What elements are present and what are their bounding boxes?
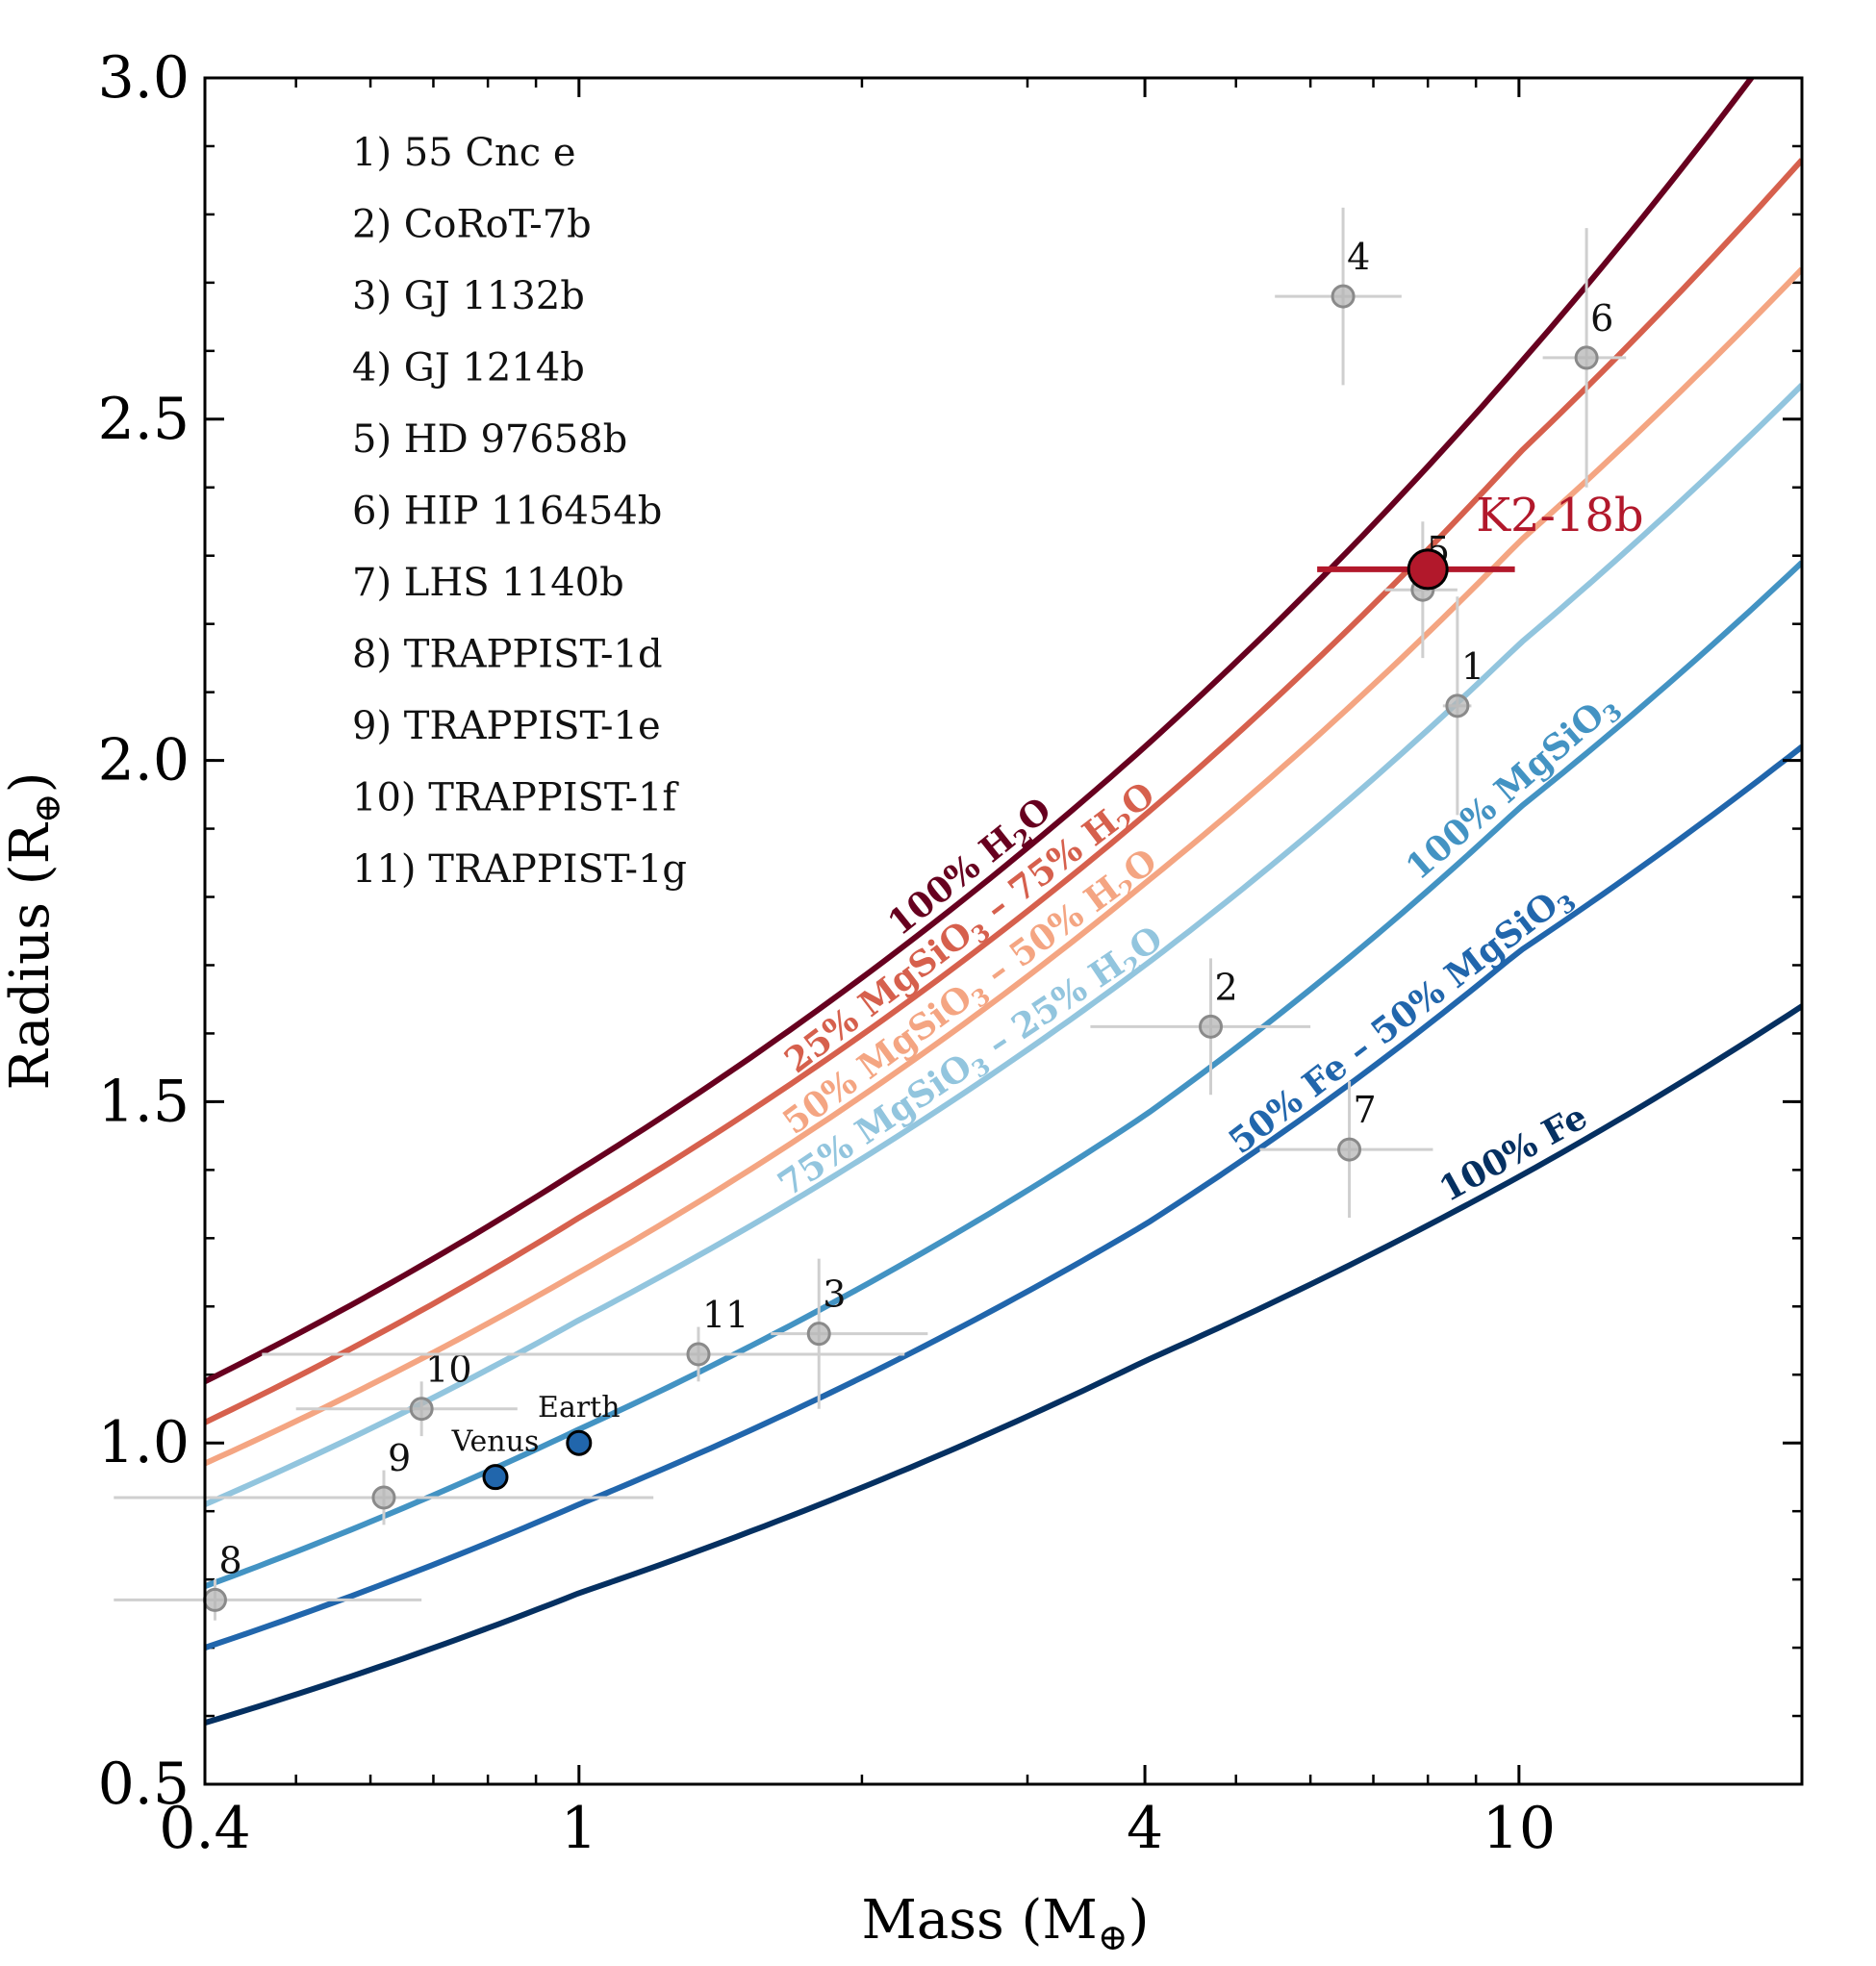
legend-entry: 2) CoRoT-7b: [352, 203, 592, 247]
legend-entry: 7) LHS 1140b: [352, 561, 624, 605]
planet-3-marker: [806, 1322, 831, 1347]
planet-8-marker: [202, 1587, 227, 1612]
curve-4: [205, 560, 1802, 1590]
planet-6-marker: [1574, 345, 1599, 370]
curve-6: [205, 1003, 1802, 1726]
x-tick-label: 1: [561, 1795, 597, 1862]
legend: 1) 55 Cnc e 2) CoRoT-7b 3) GJ 1132b 4) GJ 1…: [352, 131, 687, 892]
legend-entry: 8) TRAPPIST-1d: [352, 633, 663, 677]
solar-venus-label: Venus: [451, 1425, 540, 1459]
plot-frame: [203, 76, 1804, 1786]
y-tick-label: 1.0: [98, 1409, 190, 1476]
planet-1-marker: [1445, 693, 1470, 718]
curve-label-part: 100% Fe: [1432, 1096, 1594, 1210]
legend-entry: 4) GJ 1214b: [352, 346, 585, 391]
legend-entry: 9) TRAPPIST-1e: [352, 704, 661, 748]
solar-earth-marker: [566, 1429, 593, 1456]
planet-4-marker: [1331, 284, 1356, 309]
planet-11-marker: [686, 1342, 711, 1367]
curve-3: [205, 383, 1802, 1507]
x-axis-label: Mass (M⊕): [862, 1889, 1150, 1958]
curve-2: [205, 266, 1802, 1467]
y-tick-label: 2.0: [98, 727, 190, 794]
planet-2-label: 2: [1214, 966, 1237, 1008]
axes: 0.4 1 4 10 0.5 1.0 1.5 2.0 2.5 3.0: [98, 44, 1804, 1862]
legend-entry: 1) 55 Cnc e: [352, 131, 576, 175]
solar-earth-label: Earth: [538, 1391, 621, 1424]
curve-label-4: 100% MgSiO3: [1398, 684, 1627, 891]
x-tick-label: 4: [1127, 1795, 1163, 1862]
curve-label-3: 75% MgSiO3 – 25% H2O: [771, 919, 1173, 1209]
planet-10-marker: [409, 1397, 434, 1422]
planet-9-label: 9: [388, 1437, 411, 1479]
planet-9-marker: [371, 1485, 396, 1510]
legend-entry: 5) HD 97658b: [352, 417, 627, 462]
highlight-marker: [1407, 548, 1449, 591]
legend-entry: 6) HIP 116454b: [352, 490, 662, 534]
y-tick-label: 3.0: [98, 44, 190, 112]
x-tick-label: 0.4: [159, 1795, 250, 1862]
planet-3-label: 3: [823, 1273, 846, 1316]
planet-8-label: 8: [218, 1539, 241, 1581]
y-axis-label: Radius (R⊕): [0, 772, 68, 1091]
y-tick-label: 1.5: [98, 1068, 190, 1135]
curve-1: [205, 158, 1802, 1425]
x-tick-label: 10: [1483, 1795, 1556, 1862]
y-tick-label: 0.5: [98, 1751, 190, 1818]
legend-entry: 11) TRAPPIST-1g: [352, 847, 687, 892]
planet-2-marker: [1198, 1014, 1223, 1039]
curve-5: [205, 744, 1802, 1651]
legend-entry: 10) TRAPPIST-1f: [352, 776, 679, 820]
curve-label-6: 100% Fe: [1432, 1096, 1594, 1210]
planet-11-label: 11: [702, 1294, 748, 1336]
y-tick-label: 2.5: [98, 386, 190, 453]
legend-entry: 3) GJ 1132b: [352, 274, 585, 318]
composition-curves: [205, 78, 1802, 1726]
curve-label-part: 50% Fe – 50% MgSiO: [1221, 885, 1565, 1163]
highlight-label: K2-18b: [1476, 489, 1643, 542]
planet-6-label: 6: [1590, 297, 1613, 340]
planet-7-marker: [1337, 1137, 1362, 1162]
planet-7-label: 7: [1354, 1089, 1377, 1131]
planet-4-label: 4: [1347, 236, 1370, 278]
curve-0: [205, 78, 1756, 1384]
solar-venus-marker: [482, 1464, 509, 1491]
planet-1-label: 1: [1461, 645, 1484, 688]
